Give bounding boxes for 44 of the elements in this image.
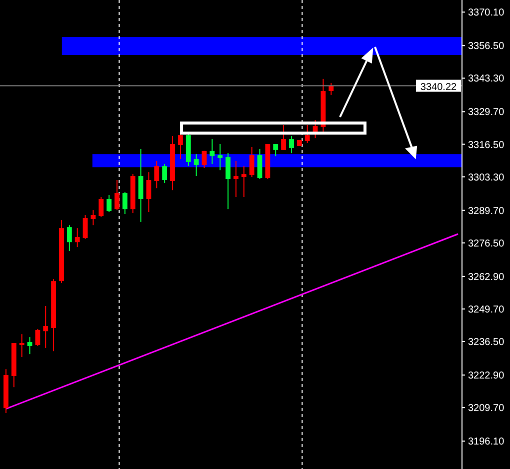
candlestick	[27, 336, 32, 355]
candlestick	[35, 328, 40, 346]
candlestick	[281, 124, 286, 150]
candlestick	[138, 148, 144, 222]
y-tick-label: 3356.50	[468, 41, 505, 52]
candlestick	[257, 148, 262, 180]
candlestick	[234, 160, 238, 198]
candlestick	[66, 224, 72, 252]
y-tick-label: 3249.70	[468, 304, 505, 316]
y-tick-label: 3303.30	[468, 172, 505, 184]
y-tick-label: 3370.10	[468, 8, 505, 19]
y-tick-label: 3209.70	[468, 403, 505, 414]
candlestick	[114, 180, 120, 211]
y-tick-label: 3262.90	[468, 272, 505, 283]
y-tick-label: 3316.50	[468, 140, 505, 151]
y-tick-label: 3276.50	[468, 238, 505, 250]
candlestick	[210, 138, 215, 164]
candlestick	[82, 214, 88, 240]
y-tick-label: 3329.70	[468, 107, 505, 118]
candlestick	[273, 144, 278, 157]
candlestick	[289, 136, 294, 154]
y-tick-label: 3222.90	[468, 370, 505, 382]
candlestick	[162, 163, 168, 184]
candlestick	[43, 306, 48, 348]
candlestick	[194, 154, 199, 177]
candlestick	[146, 172, 152, 213]
candlestick	[106, 194, 112, 213]
ref-line-label: 3340.22	[420, 82, 458, 93]
candlestick	[249, 146, 254, 178]
y-tick-label: 3196.10	[468, 436, 505, 448]
candlestick	[304, 124, 310, 144]
candlestick	[226, 152, 230, 210]
candlestick	[74, 228, 80, 248]
candlestick	[98, 196, 104, 218]
candlestick	[218, 144, 223, 171]
candlestick	[241, 165, 246, 198]
y-tick-label: 3289.70	[468, 206, 505, 217]
candlestick	[202, 150, 207, 168]
candlestick	[90, 210, 96, 226]
candlestick	[154, 160, 160, 189]
y-tick-label: 3236.50	[468, 337, 505, 348]
y-tick-label: 3343.30	[468, 74, 505, 85]
candlestick	[19, 334, 24, 358]
candlestick	[122, 192, 128, 215]
